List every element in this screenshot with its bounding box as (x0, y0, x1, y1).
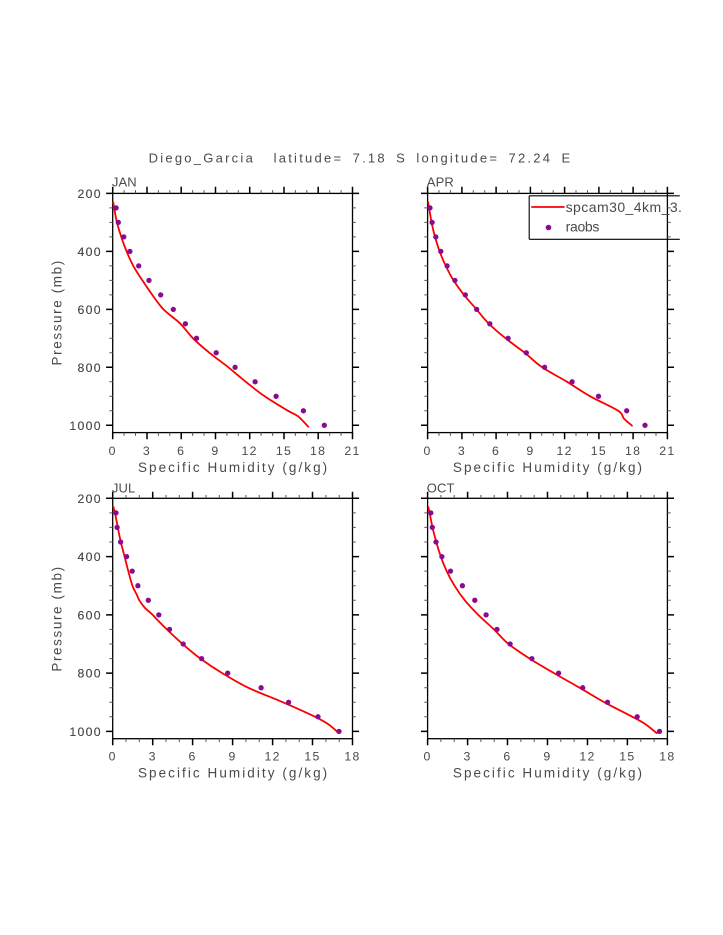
svg-text:200: 200 (77, 187, 101, 201)
svg-text:Specific Humidity (g/kg): Specific Humidity (g/kg) (138, 460, 329, 475)
svg-text:15: 15 (591, 444, 607, 458)
svg-text:OCT: OCT (427, 481, 455, 496)
svg-text:0: 0 (424, 444, 432, 458)
svg-text:Specific Humidity (g/kg): Specific Humidity (g/kg) (453, 460, 644, 475)
svg-text:Pressure (mb): Pressure (mb) (50, 565, 65, 671)
svg-text:18: 18 (625, 444, 641, 458)
svg-text:Specific Humidity (g/kg): Specific Humidity (g/kg) (138, 766, 329, 781)
svg-text:12: 12 (242, 444, 258, 458)
svg-text:400: 400 (77, 245, 101, 259)
svg-text:15: 15 (304, 750, 320, 764)
svg-text:9: 9 (229, 750, 237, 764)
svg-text:3: 3 (149, 750, 157, 764)
svg-text:600: 600 (77, 609, 101, 623)
svg-text:12: 12 (264, 750, 280, 764)
svg-text:18: 18 (344, 750, 360, 764)
svg-text:18: 18 (310, 444, 326, 458)
svg-text:3: 3 (143, 444, 151, 458)
svg-text:6: 6 (503, 750, 511, 764)
svg-text:21: 21 (344, 444, 360, 458)
svg-text:1000: 1000 (69, 725, 102, 739)
svg-text:3: 3 (464, 750, 472, 764)
svg-text:800: 800 (77, 667, 101, 681)
svg-text:9: 9 (526, 444, 534, 458)
svg-text:6: 6 (189, 750, 197, 764)
svg-text:400: 400 (77, 550, 101, 564)
svg-text:9: 9 (543, 750, 551, 764)
svg-text:600: 600 (77, 303, 101, 317)
svg-text:800: 800 (77, 361, 101, 375)
svg-text:Diego_Garcia latitude= 7.18 S: Diego_Garcia latitude= 7.18 S longitude=… (149, 150, 573, 165)
svg-text:APR: APR (427, 175, 454, 190)
svg-text:1000: 1000 (69, 725, 102, 739)
svg-text:spcam30_4km_3.: spcam30_4km_3. (566, 199, 683, 215)
svg-text:200: 200 (77, 492, 101, 506)
svg-text:9: 9 (211, 444, 219, 458)
svg-text:6: 6 (492, 444, 500, 458)
svg-text:raobs: raobs (566, 219, 600, 235)
svg-text:200: 200 (77, 187, 101, 201)
svg-text:12: 12 (579, 750, 595, 764)
svg-text:600: 600 (77, 609, 101, 623)
svg-text:0: 0 (424, 750, 432, 764)
svg-text:6: 6 (177, 444, 185, 458)
svg-text:15: 15 (276, 444, 292, 458)
svg-text:3: 3 (458, 444, 466, 458)
svg-text:JUL: JUL (112, 481, 135, 496)
svg-text:1000: 1000 (69, 419, 102, 433)
svg-text:400: 400 (77, 245, 101, 259)
svg-text:12: 12 (556, 444, 572, 458)
svg-text:0: 0 (109, 444, 117, 458)
svg-text:0: 0 (109, 750, 117, 764)
svg-text:Pressure (mb): Pressure (mb) (50, 259, 65, 365)
svg-text:JAN: JAN (112, 175, 137, 190)
svg-text:600: 600 (77, 303, 101, 317)
svg-text:18: 18 (659, 750, 675, 764)
svg-text:15: 15 (619, 750, 635, 764)
svg-text:800: 800 (77, 667, 101, 681)
svg-text:200: 200 (77, 492, 101, 506)
svg-text:21: 21 (659, 444, 675, 458)
svg-text:Specific Humidity (g/kg): Specific Humidity (g/kg) (453, 766, 644, 781)
svg-text:1000: 1000 (69, 419, 102, 433)
svg-text:400: 400 (77, 550, 101, 564)
svg-text:800: 800 (77, 361, 101, 375)
